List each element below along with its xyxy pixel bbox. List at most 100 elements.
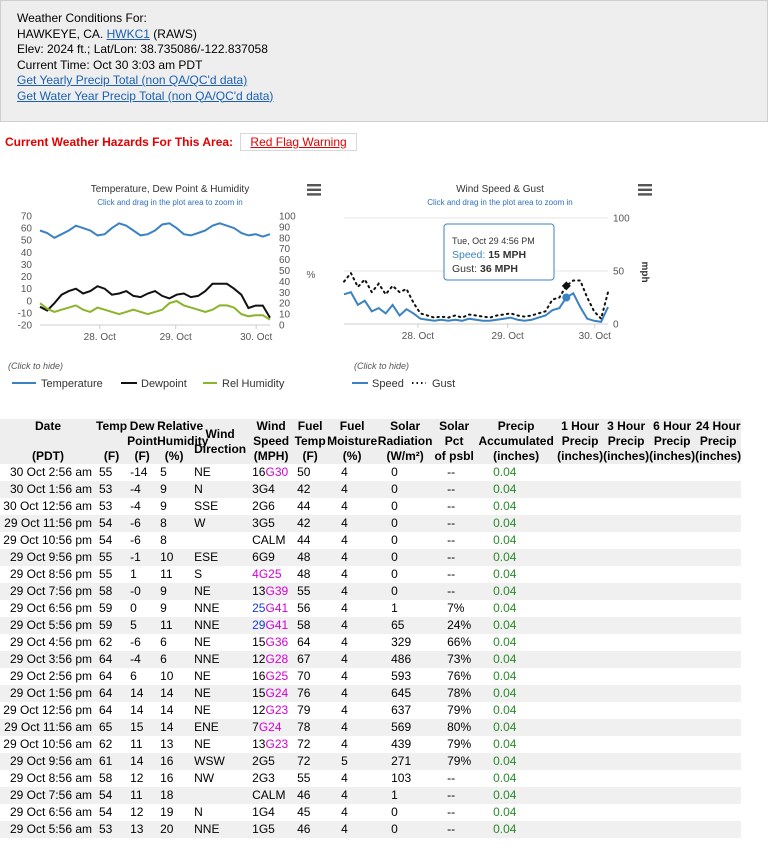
cell-solar-pct: 79% — [447, 737, 472, 751]
cell-precip-interval — [557, 600, 603, 617]
cell-date: 29 Oct 9:56 am — [9, 754, 92, 768]
tooltip-speed: Speed: 15 MPH — [452, 249, 526, 261]
cell-precip-interval — [695, 787, 741, 804]
legend-gust[interactable]: Gust — [412, 378, 455, 390]
cell-precip: 0.04 — [493, 652, 517, 666]
cell-fuel-moisture: 5 — [341, 754, 348, 768]
col-wind-dir: Wind Direction — [191, 419, 249, 464]
cell-fuel-temp: 70 — [297, 669, 311, 683]
legend-rel-humidity[interactable]: Rel Humidity — [203, 378, 285, 390]
col-temp-unit: (F) — [103, 449, 120, 463]
cell-solar-pct: -- — [447, 516, 456, 530]
cell-precip-interval — [603, 481, 649, 498]
col-wind-speed-unit: (MPH) — [253, 449, 289, 463]
cell-wind-speed: 12G23 — [249, 702, 293, 719]
cell-wind-direction: NNE — [194, 822, 220, 836]
wind-speed-value: 13 — [252, 737, 266, 751]
cell-fuel-temp: 44 — [297, 533, 311, 547]
table-row: 29 Oct 3:56 pm 64 -4 6 NNE 12G28 67 4 486 73% 0.04 — [0, 651, 742, 668]
cell-wind-speed: 16G25 — [249, 668, 293, 685]
station-id-link[interactable]: HWKC1 — [106, 26, 150, 41]
cell-date: 29 Oct 10:56 pm — [3, 533, 92, 547]
legend-dewpoint[interactable]: Dewpoint — [121, 378, 187, 390]
wind-gust-value: G24 — [265, 686, 289, 700]
wind-chart-menu-icon[interactable] — [638, 184, 652, 196]
cell-wind-speed: 2G3 — [249, 770, 293, 787]
cell-solar-pct: 76% — [447, 669, 472, 683]
cell-precip: 0.04 — [493, 805, 517, 819]
cell-precip-interval — [649, 515, 695, 532]
humidity-line[interactable] — [39, 299, 271, 321]
cell-precip-interval — [649, 617, 695, 634]
cell-fuel-moisture: 4 — [341, 822, 348, 836]
hazard-warning-box[interactable]: Red Flag Warning — [240, 133, 357, 151]
cell-fuel-temp: 72 — [297, 754, 311, 768]
cell-date: 29 Oct 9:56 pm — [9, 550, 92, 564]
wind-chart-svg[interactable]: Wind Speed & Gust Click and drag in the … — [336, 168, 668, 400]
cell-wind-direction: NE — [194, 635, 211, 649]
col-rh: Relative Humidity (%) — [157, 419, 208, 464]
cell-precip-interval — [603, 583, 649, 600]
cell-date: 29 Oct 6:56 am — [9, 805, 92, 819]
cell-precip: 0.04 — [493, 635, 517, 649]
temperature-line[interactable] — [39, 222, 271, 239]
speed-line[interactable] — [343, 291, 609, 324]
speed-hover-marker — [562, 293, 571, 302]
wind-gust-value: G24 — [258, 720, 282, 734]
col-precip-3h-unit: (inches) — [603, 449, 650, 463]
temp-left-tick: 40 — [21, 248, 33, 259]
cell-temp: 64 — [99, 669, 113, 683]
cell-solar: 1 — [391, 788, 398, 802]
cell-precip-interval — [603, 617, 649, 634]
yearly-precip-link[interactable]: Get Yearly Precip Total (non QA/QC'd dat… — [17, 73, 248, 87]
cell-precip-interval — [695, 770, 741, 787]
cell-dewpoint: 12 — [130, 805, 144, 819]
cell-wind-speed: 25G41 — [249, 600, 293, 617]
wind-right-tick: 50 — [613, 267, 625, 278]
cell-precip: 0.04 — [493, 567, 517, 581]
table-row: 29 Oct 8:56 am 58 12 16 NW 2G3 55 4 103 -- 0.04 — [0, 770, 742, 787]
wind-chart[interactable]: Wind Speed & Gust Click and drag in the … — [336, 168, 668, 400]
gust-line[interactable] — [343, 271, 609, 321]
wind-x-tick: 30. Oct — [579, 331, 611, 342]
station-header: Weather Conditions For: — [17, 11, 147, 25]
cell-precip-interval — [649, 600, 695, 617]
cell-precip-interval — [603, 753, 649, 770]
cell-temp: 59 — [99, 601, 113, 615]
water-year-precip-link[interactable]: Get Water Year Precip Total (non QA/QC'd… — [17, 88, 274, 103]
cell-precip-interval — [557, 617, 603, 634]
cell-temp: 62 — [99, 635, 113, 649]
cell-precip: 0.04 — [493, 720, 517, 734]
tooltip-speed-value: 15 MPH — [488, 249, 526, 261]
cell-precip-interval — [649, 532, 695, 549]
cell-fuel-temp: 72 — [297, 737, 311, 751]
temp-left-tick: 50 — [21, 236, 33, 247]
legend-temperature[interactable]: Temperature — [12, 378, 103, 390]
temp-right-axis-label: % — [307, 270, 316, 281]
cell-wind-direction: WSW — [194, 754, 225, 768]
cell-precip: 0.04 — [493, 669, 517, 683]
cell-fuel-moisture: 4 — [341, 703, 348, 717]
temperature-chart[interactable]: Temperature, Dew Point & Humidity Click … — [0, 168, 332, 400]
cell-precip-interval — [603, 566, 649, 583]
col-solar-unit: (W/m²) — [386, 449, 424, 463]
cell-precip-interval — [649, 549, 695, 566]
tooltip-gust-value: 36 MPH — [480, 263, 518, 275]
wind-gust-value: G25 — [258, 567, 282, 581]
temperature-chart-svg[interactable]: Temperature, Dew Point & Humidity Click … — [0, 168, 332, 400]
cell-dewpoint: -0 — [130, 584, 141, 598]
dewpoint-line[interactable] — [39, 282, 271, 319]
wind-gust-value: G41 — [265, 618, 289, 632]
cell-precip-interval — [557, 668, 603, 685]
red-flag-warning-link[interactable]: Red Flag Warning — [250, 135, 347, 149]
cell-solar: 0 — [391, 482, 398, 496]
temp-chart-menu-icon[interactable] — [307, 184, 321, 196]
cell-wind-direction: N — [194, 482, 203, 496]
wind-gust-value: G23 — [265, 737, 289, 751]
cell-date: 29 Oct 5:56 am — [9, 822, 92, 836]
temp-left-tick: -20 — [18, 321, 33, 332]
current-time: Current Time: Oct 30 3:03 am PDT — [17, 57, 203, 72]
legend-speed[interactable]: Speed — [352, 378, 404, 390]
